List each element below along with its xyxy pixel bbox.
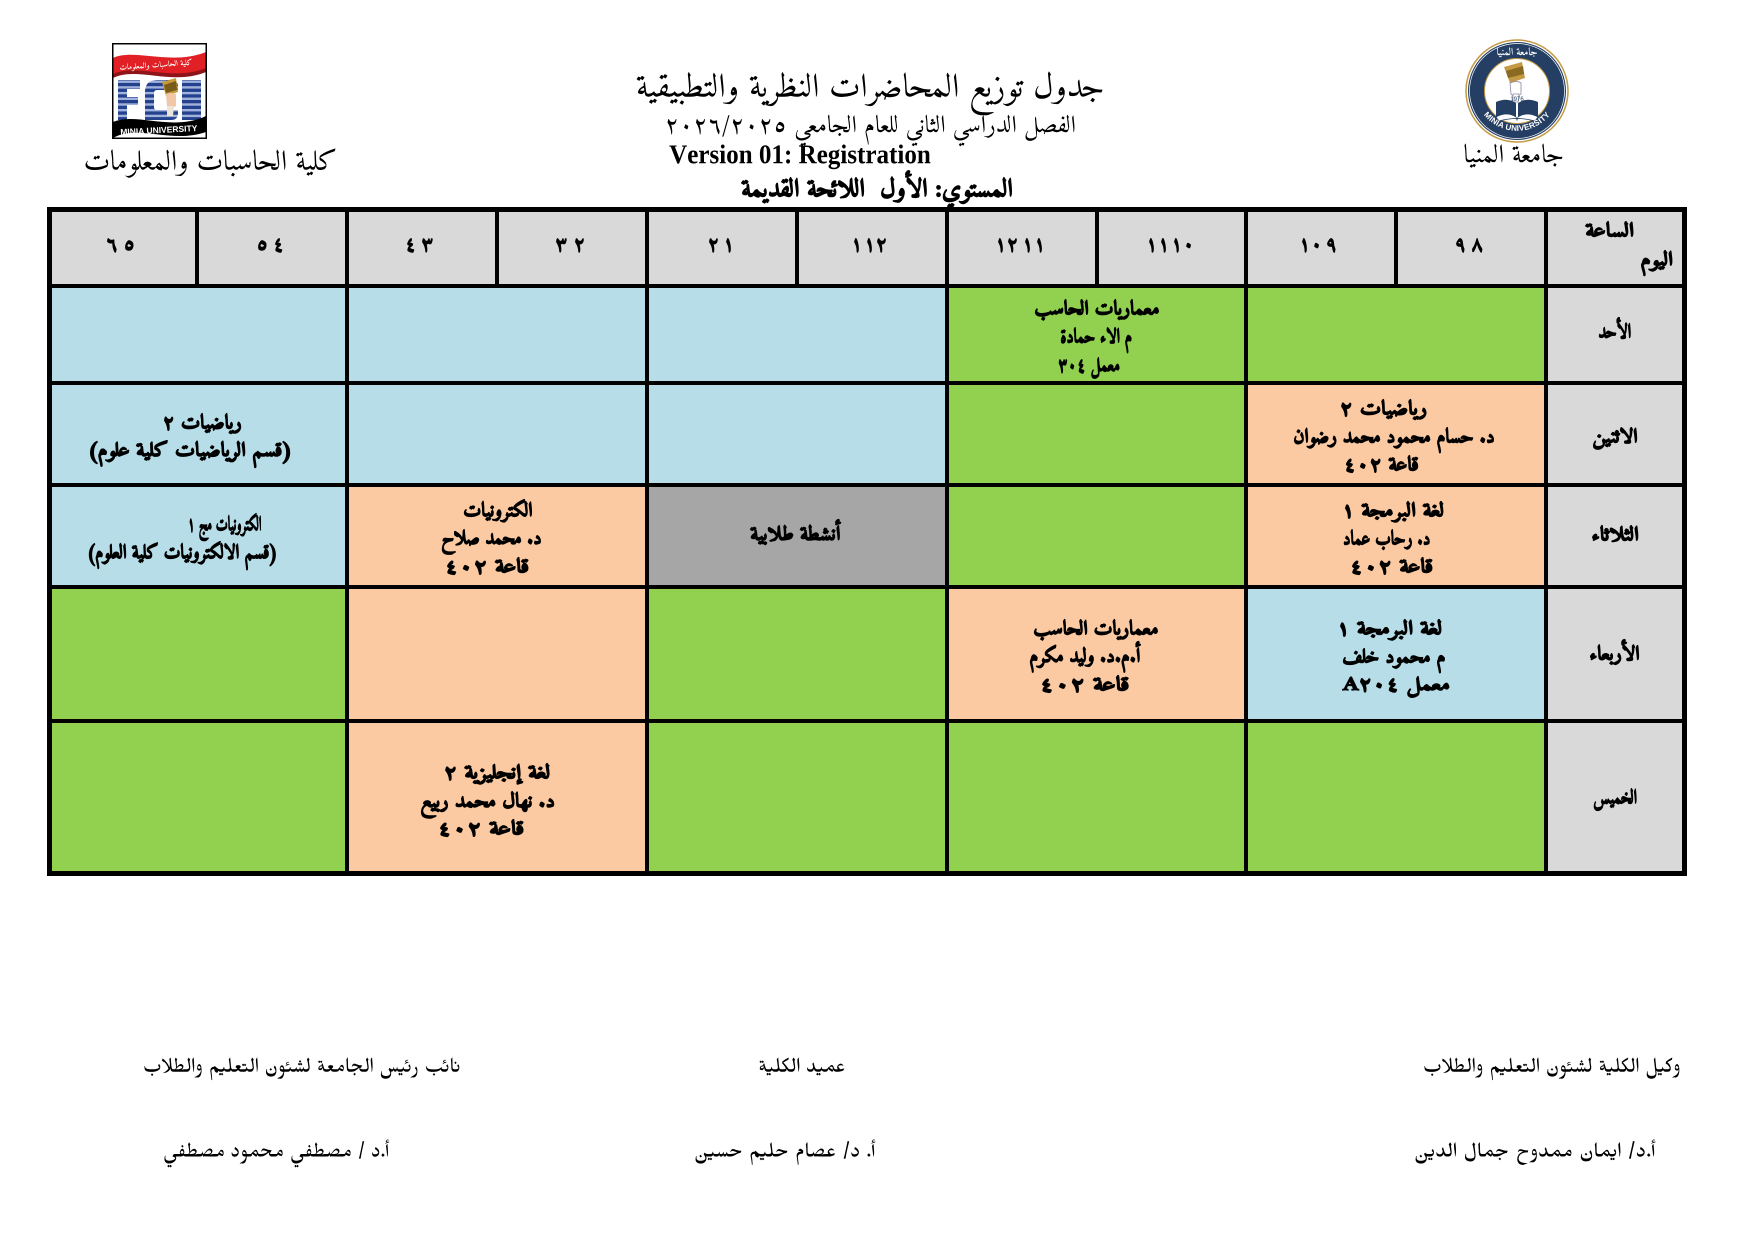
svg-text:MINIA UNIVERSITY: MINIA UNIVERSITY [120, 123, 198, 137]
svg-text:1976: 1976 [1510, 97, 1524, 103]
